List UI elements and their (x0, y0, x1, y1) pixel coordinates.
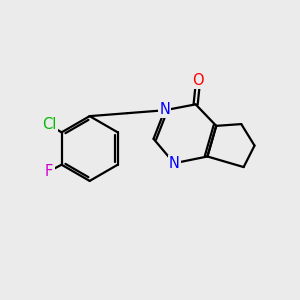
Text: N: N (159, 102, 170, 117)
Text: O: O (192, 73, 204, 88)
Text: N: N (169, 156, 180, 171)
Text: Cl: Cl (42, 118, 56, 133)
Text: F: F (45, 164, 53, 179)
